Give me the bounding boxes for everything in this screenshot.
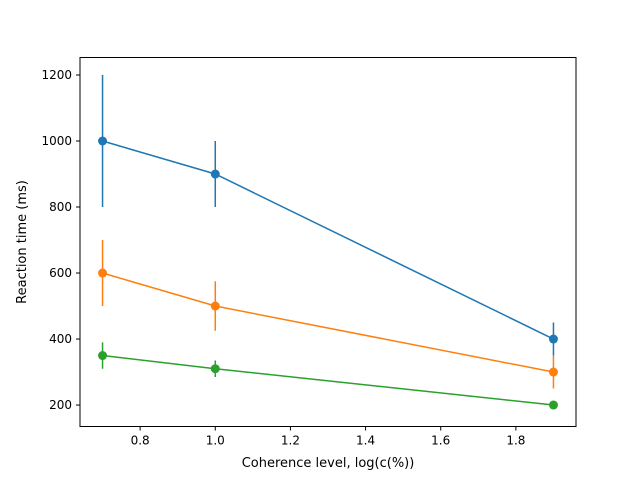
y-tick-label: 400: [49, 332, 72, 346]
data-point: [548, 400, 558, 410]
y-axis: 200 400 600 800 1000 1200: [41, 68, 80, 412]
x-tick-label: 1.0: [206, 434, 225, 448]
y-tick-label: 800: [49, 200, 72, 214]
x-tick-label: 0.8: [131, 434, 150, 448]
plot-area-frame: [79, 57, 577, 427]
data-point: [548, 367, 558, 377]
data-point: [98, 268, 108, 278]
series-line: [102, 272, 554, 373]
data-point: [210, 301, 220, 311]
y-tick-label: 1200: [41, 68, 72, 82]
y-tick-label: 200: [49, 398, 72, 412]
series-line: [102, 354, 554, 406]
x-tick-label: 1.2: [281, 434, 300, 448]
y-axis-label: Reaction time (ms): [15, 180, 30, 304]
data-point: [98, 136, 108, 146]
data-point: [548, 334, 558, 344]
series-line: [102, 140, 554, 340]
x-axis: 0.8 1.0 1.2 1.4 1.6 1.8: [131, 426, 525, 448]
series-1: [98, 74, 558, 356]
data-point: [210, 169, 220, 179]
data-layer: [98, 74, 558, 410]
x-tick-label: 1.4: [356, 434, 375, 448]
data-point: [210, 364, 220, 374]
x-tick-label: 1.8: [506, 434, 525, 448]
x-axis-label: Coherence level, log(c(%)): [242, 456, 415, 471]
series-3: [98, 342, 558, 410]
x-tick-label: 1.6: [431, 434, 450, 448]
series-2: [98, 240, 558, 389]
y-tick-label: 1000: [41, 134, 72, 148]
y-tick-label: 600: [49, 266, 72, 280]
data-point: [98, 351, 108, 361]
